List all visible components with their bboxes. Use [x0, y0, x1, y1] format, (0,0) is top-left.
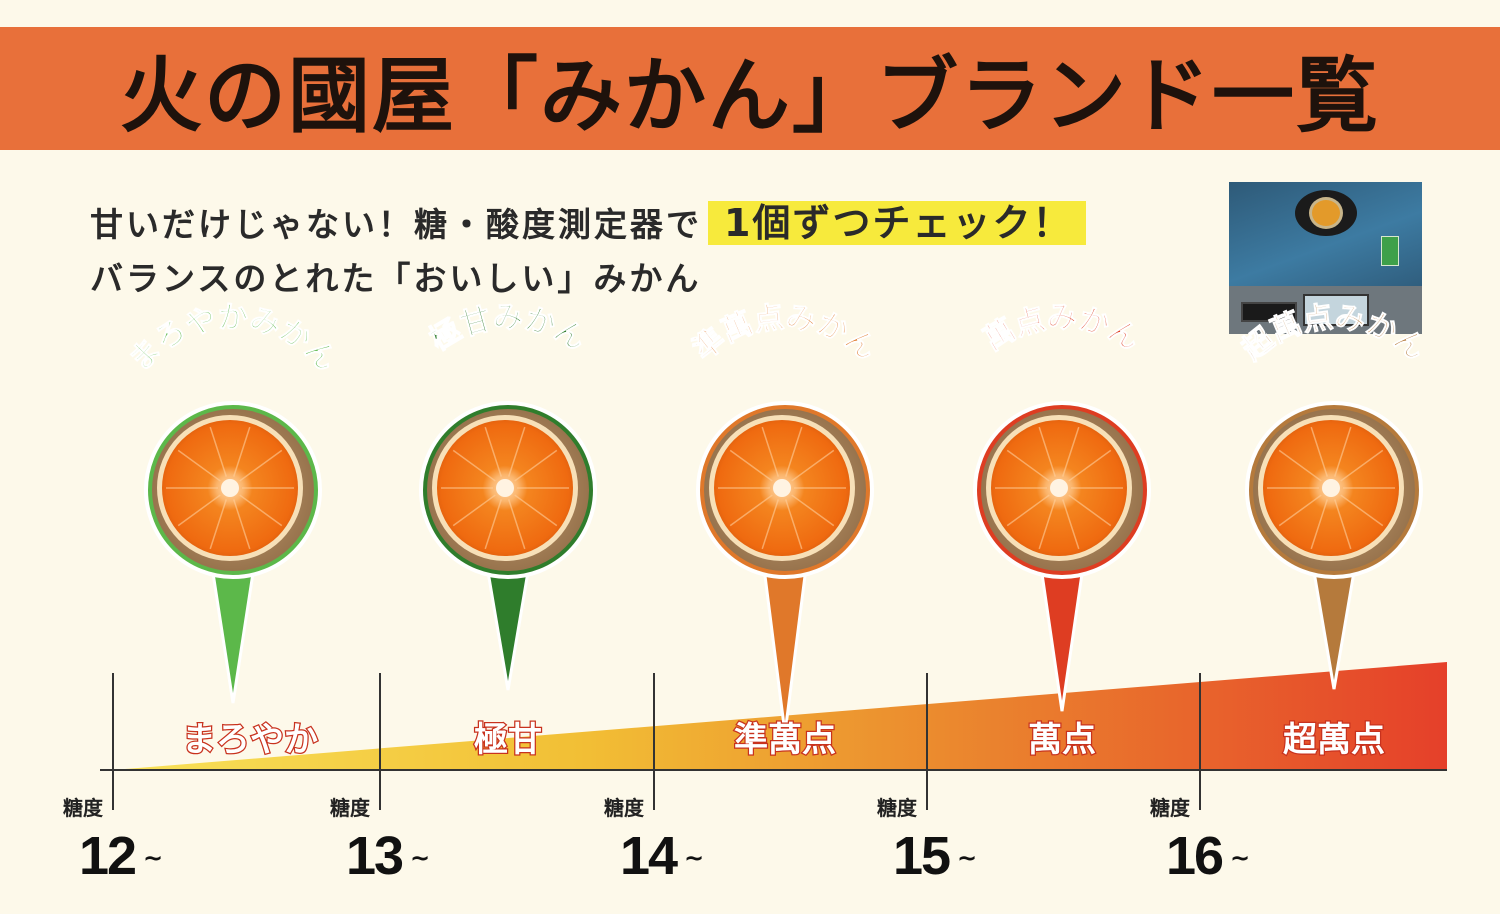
intro-line-1-text: 甘いだけじゃない！糖・酸度測定器で: [90, 205, 702, 244]
orange-segment-line: [514, 449, 558, 482]
orange-segment-line: [1278, 494, 1322, 527]
brand-pin-pointer: [209, 558, 257, 704]
refractometer-photo: [1229, 182, 1422, 334]
orange-segment-line: [514, 494, 558, 527]
orange-segment-line: [209, 499, 228, 550]
orange-segment-line: [177, 449, 221, 482]
orange-segment-line: [1340, 449, 1384, 482]
brand-name-text: 極甘みかん: [424, 300, 593, 358]
brand-pin-pointer: [1038, 558, 1086, 712]
scale-tick-value: 12: [79, 826, 135, 886]
brand-grade-label: 極甘: [474, 720, 542, 760]
orange-segment-line: [177, 494, 221, 527]
brand-pin-pointer: [1310, 558, 1358, 690]
brand-grade-label: まろやか: [182, 720, 318, 760]
scale-tick-caption: 糖度: [604, 796, 645, 820]
brand-name: 準萬点みかん: [687, 300, 883, 368]
orange-segment-line: [729, 449, 773, 482]
orange-segment-line: [484, 426, 503, 477]
scale-tick-value: 16: [1166, 826, 1223, 886]
orange-segment-line: [761, 499, 780, 550]
scale-tick-value: 13: [346, 826, 403, 886]
orange-segment-line: [761, 426, 780, 477]
orange-segment-line: [1333, 499, 1352, 550]
orange-segment-line: [784, 499, 803, 550]
orange-segment-line: [1278, 449, 1322, 482]
scale-tick-value: 14: [620, 826, 678, 886]
orange-core: [221, 479, 239, 497]
scale-tick-caption: 糖度: [877, 796, 918, 820]
page-title: 火の國屋「みかん」ブランド一覧: [119, 48, 1380, 144]
orange-segment-line: [791, 449, 835, 482]
scale-tick-caption: 糖度: [63, 796, 104, 820]
brand-name: 超萬点みかん: [1236, 300, 1432, 368]
orange-segment-line: [1038, 426, 1057, 477]
scale-tick-suffix: ~: [957, 844, 977, 872]
scale-tick-suffix: ~: [684, 844, 704, 872]
brand-grade-label: 萬点: [1028, 720, 1096, 760]
title-banner: 火の國屋「みかん」ブランド一覧: [0, 27, 1500, 150]
scale-tick-suffix: ~: [410, 844, 430, 872]
orange-segment-line: [784, 426, 803, 477]
orange-segment-line: [239, 494, 283, 527]
scale-tick-caption: 糖度: [330, 796, 371, 820]
photo-sticker: [1381, 236, 1399, 266]
orange-segment-line: [232, 426, 251, 477]
brand-name-text: 超萬点みかん: [1235, 299, 1432, 368]
orange-segment-line: [452, 449, 496, 482]
orange-segment-line: [239, 449, 283, 482]
brand-name-text: 萬点みかん: [978, 300, 1147, 358]
orange-segment-line: [729, 494, 773, 527]
scale-tick-caption: 糖度: [1150, 796, 1191, 820]
scale-tick-suffix: ~: [143, 844, 163, 872]
orange-segment-line: [791, 494, 835, 527]
orange-segment-line: [1068, 449, 1112, 482]
brand-pin-pointer: [484, 558, 532, 691]
brand-name: 萬点みかん: [978, 301, 1146, 358]
intro-line-1: 甘いだけじゃない！糖・酸度測定器で 1個ずつチェック！: [90, 196, 1087, 252]
orange-segment-line: [507, 499, 526, 550]
intro-line-2: バランスのとれた「おいしい」みかん: [90, 259, 702, 298]
orange-segment-line: [209, 426, 228, 477]
intro-highlight: 1個ずつチェック！: [708, 201, 1087, 245]
brix-ramp: [113, 662, 1447, 770]
scale-tick-value: 15: [893, 826, 950, 886]
brand-name-text: 準萬点みかん: [686, 299, 883, 368]
brand-name: まろやかみかん: [122, 301, 343, 379]
orange-core: [496, 479, 514, 497]
brand-grade-label: 超萬点: [1283, 720, 1385, 760]
orange-core: [1322, 479, 1340, 497]
orange-segment-line: [1310, 426, 1329, 477]
orange-segment-line: [1061, 426, 1080, 477]
brand-name-text: まろやかみかん: [122, 300, 344, 379]
brand-pin-pointer: [761, 558, 809, 734]
photo-display-left: [1241, 302, 1297, 322]
orange-core: [1050, 479, 1068, 497]
orange-segment-line: [1333, 426, 1352, 477]
orange-segment-line: [507, 426, 526, 477]
scale-tick-suffix: ~: [1230, 844, 1250, 872]
orange-segment-line: [452, 494, 496, 527]
orange-core: [773, 479, 791, 497]
photo-display-right: [1303, 294, 1369, 326]
brand-grade-label: 準萬点: [734, 720, 836, 760]
intro-text: 甘いだけじゃない！糖・酸度測定器で 1個ずつチェック！ バランスのとれた「おいしい…: [90, 196, 1087, 306]
orange-segment-line: [1340, 494, 1384, 527]
orange-segment-line: [484, 499, 503, 550]
orange-segment-line: [232, 499, 251, 550]
orange-segment-line: [1310, 499, 1329, 550]
orange-segment-line: [1068, 494, 1112, 527]
orange-segment-line: [1038, 499, 1057, 550]
photo-fruit-sample: [1312, 200, 1340, 226]
brand-name: 極甘みかん: [424, 301, 592, 358]
orange-segment-line: [1006, 449, 1050, 482]
orange-segment-line: [1006, 494, 1050, 527]
orange-segment-line: [1061, 499, 1080, 550]
